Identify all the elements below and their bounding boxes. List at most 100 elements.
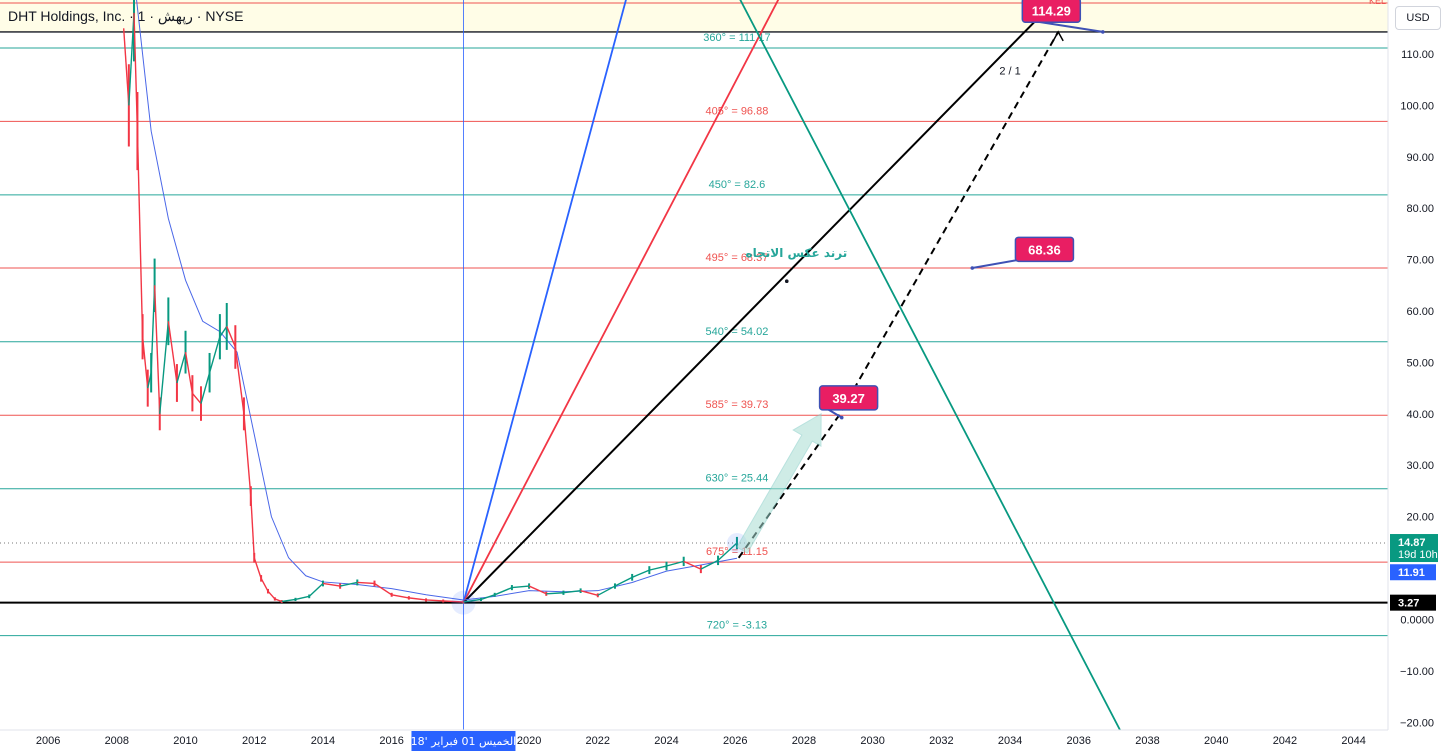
x-tick-label-16: 2038 — [1135, 735, 1159, 747]
symbol-title[interactable]: DHT Holdings, Inc. · 1 · رپهش · NYSE — [8, 8, 244, 24]
x-tick-label-10: 2026 — [723, 735, 747, 747]
projection-arrowhead — [1052, 30, 1064, 42]
currency-button[interactable]: USD — [1395, 6, 1441, 30]
price-segment-21 — [253, 557, 262, 579]
price-segment-20 — [250, 496, 255, 558]
date-marker-label-bg — [411, 731, 516, 751]
price-segment-32 — [391, 594, 409, 599]
x-tick-label-9: 2024 — [654, 735, 678, 747]
price-segment-15 — [208, 336, 221, 373]
last-price-countdown: 19d 10h — [1398, 549, 1438, 561]
price-segment-37 — [480, 594, 495, 601]
y-tick-label-0: 110.00 — [1401, 49, 1434, 61]
price-segment-45 — [614, 576, 633, 587]
reversal-note-dot — [784, 279, 789, 284]
price-segment-25 — [281, 598, 296, 603]
x-tick-label-2: 2010 — [173, 735, 197, 747]
last-price-tag-text: 14.87 — [1398, 537, 1426, 549]
plot-group — [122, 0, 1121, 730]
price-segment-30 — [357, 581, 375, 585]
y-tick-label-5: 60.00 — [1406, 306, 1434, 318]
fan-origin-circle — [451, 590, 476, 615]
price-segment-24 — [274, 598, 282, 603]
corner-mark: KEL — [1369, 0, 1386, 6]
price-segment-14 — [200, 372, 211, 404]
ray-green — [739, 0, 1121, 730]
price-segment-26 — [295, 595, 310, 601]
projection-ratio-label: 2 / 1 — [999, 66, 1020, 78]
price-segment-43 — [580, 590, 598, 596]
price-segment-41 — [546, 592, 564, 595]
callout-text-0: 114.29 — [1032, 3, 1071, 18]
callout-box-0 — [1021, 0, 1082, 24]
price-segment-48 — [666, 560, 684, 567]
x-tick-label-18: 2042 — [1273, 735, 1297, 747]
reversal-note: ترند عكس الاتجاه — [746, 246, 848, 260]
support-tag-bg — [1390, 594, 1436, 611]
price-segment-42 — [563, 589, 581, 594]
price-segment-11 — [176, 351, 187, 384]
y-tick-label-8: 30.00 — [1406, 460, 1434, 472]
callout-text-1: 68.36 — [1028, 242, 1061, 257]
last-price-tag-bg — [1390, 534, 1438, 563]
gann-level-label-6: 630° = 25.44 — [706, 473, 769, 485]
y-tick-label-9: 20.00 — [1406, 512, 1434, 524]
callout-box-1 — [1014, 236, 1075, 263]
x-tick-label-14: 2034 — [998, 735, 1022, 747]
gann-level-label-0: 360° = 111.17 — [703, 32, 770, 44]
price-segment-33 — [408, 597, 427, 601]
price-segment-13 — [191, 392, 202, 405]
price-segment-36 — [463, 598, 482, 603]
price-segment-19 — [243, 413, 252, 497]
callout-anchor-2 — [839, 415, 844, 420]
gann-level-label-3: 495° = 68.37 — [706, 252, 769, 264]
y-tick-label-12: −10.00 — [1400, 666, 1434, 678]
x-tick-label-4: 2014 — [311, 735, 335, 747]
y-tick-label-3: 80.00 — [1406, 203, 1434, 215]
price-segment-51 — [717, 542, 738, 561]
sma-line — [136, 0, 738, 601]
sma-tag-bg — [1390, 564, 1436, 581]
sma-tag-text: 11.91 — [1398, 567, 1425, 579]
y-tick-label-7: 40.00 — [1406, 409, 1434, 421]
price-segment-46 — [631, 569, 650, 578]
price-segment-29 — [339, 581, 358, 587]
x-tick-label-15: 2036 — [1067, 735, 1091, 747]
price-segment-16 — [219, 326, 228, 338]
price-segment-10 — [167, 321, 178, 384]
highlight-band — [0, 0, 1388, 32]
x-tick-label-7: 2020 — [517, 735, 541, 747]
price-segment-18 — [234, 346, 245, 414]
price-segment-40 — [528, 585, 547, 595]
price-segment-8 — [153, 285, 161, 414]
gann-level-label-7: 675° = 11.15 — [706, 546, 768, 558]
price-segment-9 — [159, 321, 170, 414]
price-segment-4 — [136, 131, 144, 337]
price-segment-39 — [511, 585, 530, 589]
price-segment-17 — [226, 326, 236, 348]
x-tick-label-17: 2040 — [1204, 735, 1228, 747]
price-segment-12 — [184, 352, 194, 394]
x-tick-label-3: 2012 — [242, 735, 266, 747]
gann-level-label-1: 405° = 96.88 — [706, 105, 769, 117]
x-tick-label-11: 2028 — [792, 735, 816, 747]
callout-anchor-0 — [1101, 30, 1105, 34]
price-segment-22 — [260, 578, 269, 592]
x-tick-label-13: 2032 — [929, 735, 953, 747]
price-segment-34 — [425, 599, 444, 602]
callout-text-2: 39.27 — [832, 391, 865, 406]
x-tick-label-8: 2022 — [586, 735, 610, 747]
gann-level-label-8: 720° = -3.13 — [707, 620, 767, 632]
ray-black — [462, 0, 1058, 604]
y-tick-label-11: 0.0000 — [1400, 614, 1434, 626]
date-marker-label: الخميس 01 فبراير '18 — [411, 735, 517, 748]
price-segment-44 — [597, 585, 616, 596]
x-tick-label-5: 2016 — [379, 735, 403, 747]
x-tick-label-19: 2044 — [1341, 735, 1365, 747]
x-tick-label-1: 2008 — [105, 735, 129, 747]
y-tick-label-6: 50.00 — [1406, 357, 1434, 369]
x-tick-label-12: 2030 — [860, 735, 884, 747]
ray-blue — [462, 0, 627, 603]
gann-level-label-2: 450° = 82.6 — [709, 179, 766, 191]
